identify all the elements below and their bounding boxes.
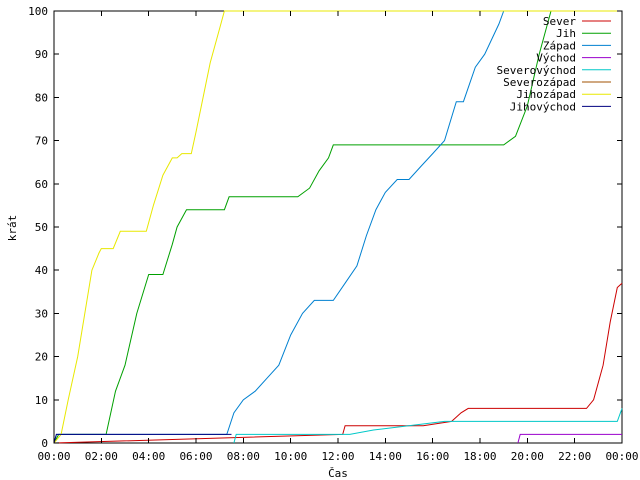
y-tick-label: 50 (35, 221, 48, 234)
y-tick-label: 40 (35, 264, 48, 277)
x-tick-label: 04:00 (132, 450, 165, 463)
legend: SeverJihZápadVýchodSeverovýchodSeverozáp… (497, 15, 611, 113)
series-line-3 (53, 10, 622, 444)
axis-ticks: 0 10 20 30 40 50 60 70 80 90 100 00:00 02:00 04:00 06:… (28, 5, 638, 463)
y-axis-label: krát (6, 215, 19, 242)
series-lines (53, 10, 623, 444)
legend-label-4: Východ (536, 52, 576, 65)
y-tick-label: 10 (35, 394, 48, 407)
legend-label-8: Jihovýchod (510, 100, 576, 113)
series-line-2 (53, 10, 622, 444)
x-tick-label: 22:00 (558, 450, 591, 463)
x-tick-label: 14:00 (369, 450, 402, 463)
x-axis-label: Čas (328, 467, 348, 480)
y-tick-label: 90 (35, 48, 48, 61)
y-tick-label: 20 (35, 351, 48, 364)
legend-label-1: Sever (543, 15, 576, 28)
series-line-1 (53, 282, 623, 444)
x-tick-label: 20:00 (511, 450, 544, 463)
series-line-7 (53, 10, 622, 444)
series-line-8 (53, 433, 232, 444)
x-tick-label: 00:00 (37, 450, 70, 463)
y-tick-label: 30 (35, 307, 48, 320)
series-line-4 (517, 433, 622, 444)
x-tick-label: 00:00 (605, 450, 638, 463)
legend-label-6: Severozápad (503, 76, 576, 89)
x-tick-label: 12:00 (321, 450, 354, 463)
x-tick-label: 02:00 (85, 450, 118, 463)
x-tick-label: 10:00 (274, 450, 307, 463)
x-tick-label: 18:00 (463, 450, 496, 463)
x-tick-label: 16:00 (416, 450, 449, 463)
x-tick-label: 08:00 (227, 450, 260, 463)
series-line-5 (233, 408, 623, 444)
y-tick-label: 80 (35, 91, 48, 104)
legend-label-7: Jihozápad (516, 88, 576, 101)
y-tick-label: 60 (35, 178, 48, 191)
y-tick-label: 100 (28, 5, 48, 18)
legend-label-2: Jih (556, 27, 576, 40)
legend-label-5: Severovýchod (497, 64, 576, 77)
legend-label-3: Západ (543, 39, 576, 52)
y-tick-label: 0 (41, 437, 48, 450)
y-tick-label: 70 (35, 135, 48, 148)
x-tick-label: 06:00 (179, 450, 212, 463)
